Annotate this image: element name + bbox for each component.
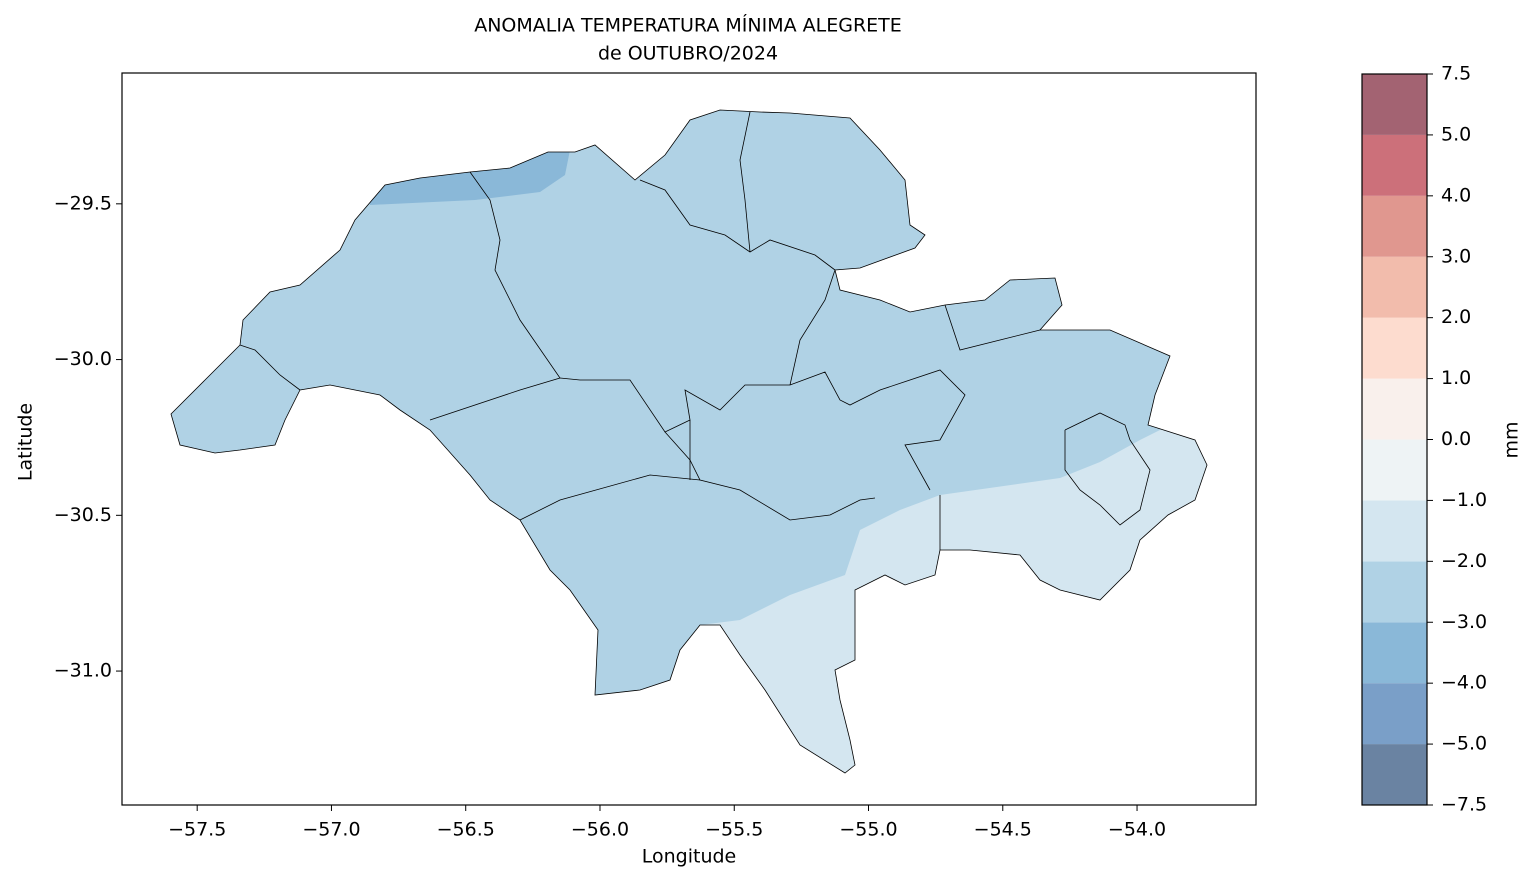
- colorbar-segment: [1362, 317, 1427, 379]
- colorbar-segment: [1362, 683, 1427, 745]
- colorbar-tick-label: −5.0: [1441, 733, 1487, 755]
- colorbar-tick-label: 1.0: [1441, 367, 1471, 389]
- colorbar-segment: [1362, 439, 1427, 501]
- colorbar-segment: [1362, 378, 1427, 440]
- colorbar-segment: [1362, 561, 1427, 623]
- colorbar-segment: [1362, 622, 1427, 684]
- x-tick-label: −54.5: [974, 819, 1032, 841]
- x-axis-label: Longitude: [642, 846, 737, 868]
- region-fill: [171, 110, 1207, 773]
- x-tick-label: −57.0: [302, 819, 360, 841]
- x-tick-label: −57.5: [168, 819, 226, 841]
- y-axis-label: Latitude: [15, 403, 37, 481]
- x-tick-label: −56.0: [571, 819, 629, 841]
- colorbar-segment: [1362, 500, 1427, 562]
- colorbar-segment: [1362, 195, 1427, 257]
- colorbar-tick-label: 0.0: [1441, 428, 1471, 450]
- colorbar-segment: [1362, 74, 1427, 135]
- colorbar-tick-label: 3.0: [1441, 245, 1471, 267]
- y-tick-label: −30.5: [54, 504, 112, 526]
- x-tick-label: −55.0: [839, 819, 897, 841]
- x-tick-label: −54.0: [1108, 819, 1166, 841]
- colorbar-tick-label: 7.5: [1441, 63, 1471, 85]
- plot-frame: [121, 72, 1257, 806]
- colorbar-segment: [1362, 744, 1427, 805]
- colorbar-tick-label: 2.0: [1441, 306, 1471, 328]
- colorbar-tick-label: −7.5: [1441, 794, 1487, 816]
- municipal-borders: [170, 109, 1208, 774]
- colorbar-tick-label: −2.0: [1441, 550, 1487, 572]
- x-tick-label: −56.5: [437, 819, 495, 841]
- y-tick-label: −31.0: [54, 660, 112, 682]
- colorbar-tick-label: −3.0: [1441, 611, 1487, 633]
- y-tick-label: −29.5: [54, 192, 112, 214]
- colorbar-tick-label: −4.0: [1441, 672, 1487, 694]
- map-subtitle: de OUTUBRO/2024: [598, 43, 778, 65]
- colorbar-segment: [1362, 134, 1427, 196]
- colorbar-tick-label: −1.0: [1441, 489, 1487, 511]
- colorbar-frame: [1361, 73, 1428, 806]
- colorbar-tick-label: 4.0: [1441, 184, 1471, 206]
- colorbar-label: mm: [1501, 421, 1523, 458]
- colorbar-tick-label: 5.0: [1441, 123, 1471, 145]
- map-title: ANOMALIA TEMPERATURA MÍNIMA ALEGRETE: [474, 14, 902, 37]
- x-tick-label: −55.5: [705, 819, 763, 841]
- y-tick-label: −30.0: [54, 348, 112, 370]
- colorbar-segment: [1362, 256, 1427, 318]
